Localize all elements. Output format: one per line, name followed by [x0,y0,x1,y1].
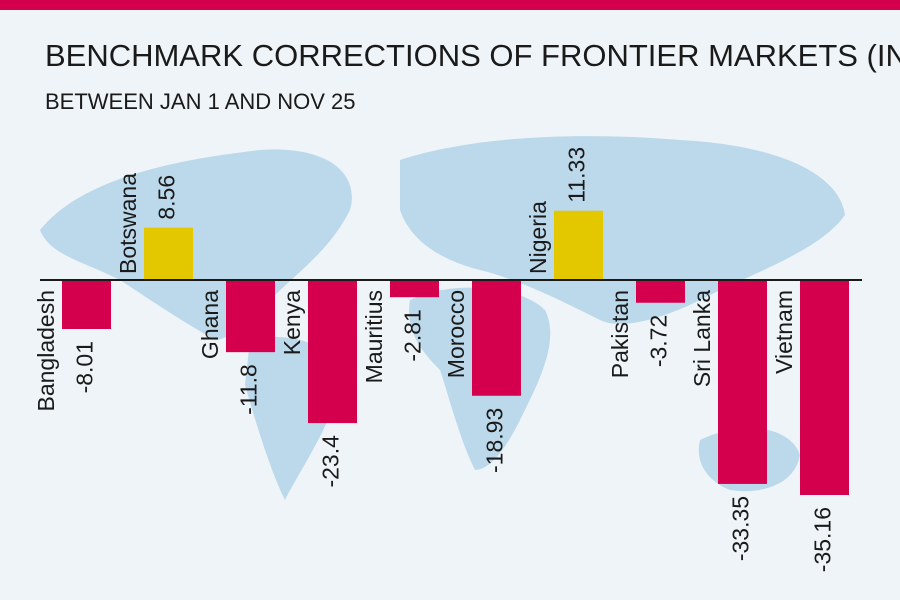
category-label: Kenya [279,290,305,355]
category-label: Bangladesh [33,290,59,412]
bar [718,280,767,484]
chart-subtitle: BETWEEN JAN 1 AND NOV 25 [45,89,356,114]
value-label: -18.93 [482,408,508,473]
value-label: -33.35 [728,496,754,561]
bar [62,280,111,329]
category-label: Morocco [443,290,469,378]
top-band [0,0,900,10]
chart-title: BENCHMARK CORRECTIONS OF FRONTIER MARKET… [45,38,900,73]
category-label: Pakistan [607,290,633,378]
value-label: 11.33 [564,147,590,203]
bar [800,280,849,495]
category-label: Sri Lanka [689,290,715,387]
category-label: Ghana [197,290,223,359]
category-label: Botswana [115,173,141,274]
bar [390,280,439,298]
map-eurasia [400,136,845,324]
bar [226,280,275,353]
value-label: -35.16 [810,507,836,572]
value-label: 8.56 [154,175,180,220]
bar [636,280,685,303]
bar [554,210,603,280]
value-label: -2.81 [400,309,426,361]
category-label: Nigeria [525,201,551,274]
bar [472,280,521,396]
value-label: -23.4 [318,435,344,488]
bar [308,280,357,424]
bar [144,227,193,280]
value-label: -3.72 [646,315,672,367]
value-label: -8.01 [72,341,98,393]
category-label: Vietnam [771,290,797,374]
category-label: Mauritius [361,290,387,383]
value-label: -11.8 [236,364,262,415]
